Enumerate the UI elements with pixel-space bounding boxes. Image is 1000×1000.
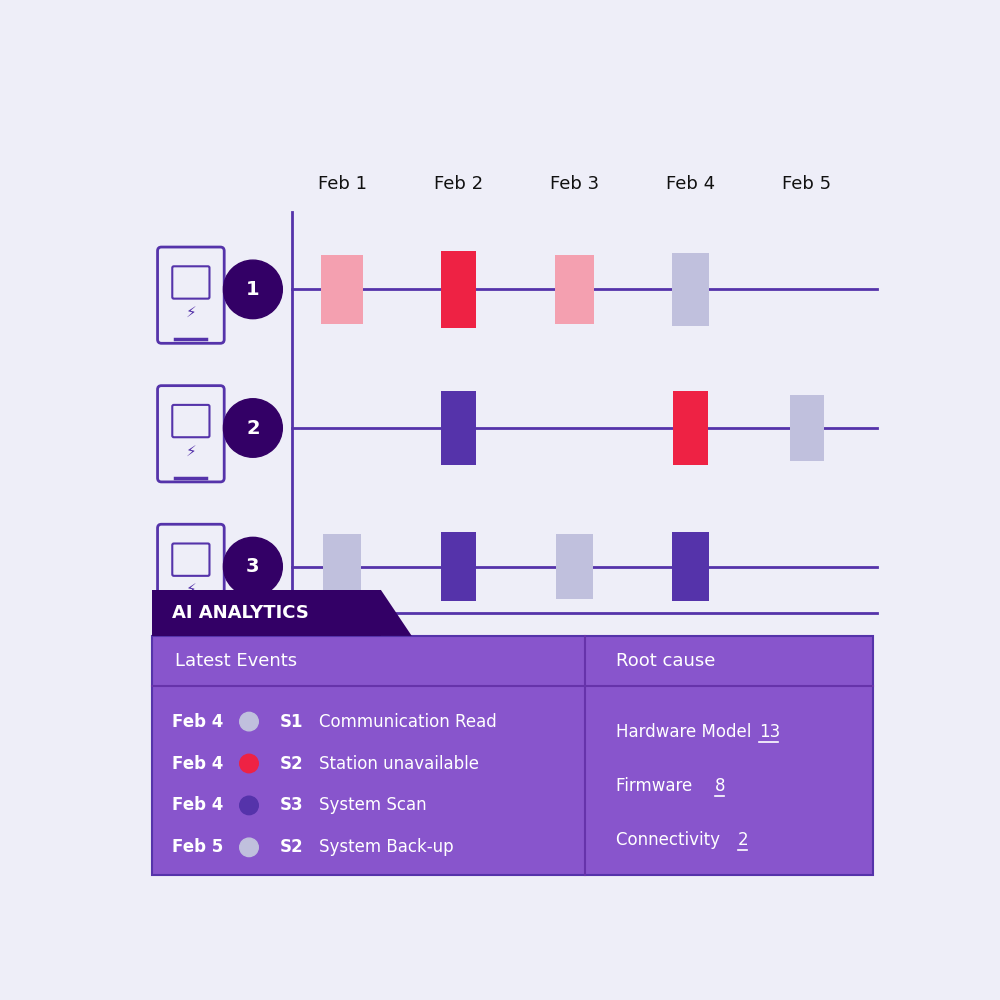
- FancyBboxPatch shape: [441, 251, 476, 328]
- Text: ⚡: ⚡: [186, 582, 196, 597]
- Text: 2: 2: [246, 418, 260, 438]
- FancyBboxPatch shape: [556, 534, 593, 599]
- Text: ⚡: ⚡: [186, 305, 196, 320]
- Polygon shape: [381, 590, 412, 636]
- Text: 1: 1: [246, 280, 260, 299]
- Circle shape: [223, 260, 282, 319]
- FancyBboxPatch shape: [672, 253, 709, 326]
- FancyBboxPatch shape: [441, 532, 476, 601]
- Circle shape: [240, 796, 258, 815]
- Text: Station unavailable: Station unavailable: [319, 755, 479, 773]
- FancyBboxPatch shape: [790, 395, 824, 461]
- FancyBboxPatch shape: [152, 590, 381, 636]
- Text: Feb 4: Feb 4: [666, 175, 715, 193]
- Text: Root cause: Root cause: [616, 652, 715, 670]
- FancyBboxPatch shape: [441, 391, 476, 465]
- Circle shape: [223, 399, 282, 457]
- Text: 2: 2: [738, 831, 749, 849]
- Text: Feb 4: Feb 4: [172, 713, 223, 731]
- Text: S2: S2: [280, 755, 304, 773]
- Circle shape: [223, 537, 282, 596]
- Circle shape: [240, 838, 258, 857]
- Text: Connectivity: Connectivity: [616, 831, 725, 849]
- Text: Feb 1: Feb 1: [318, 175, 366, 193]
- Circle shape: [240, 754, 258, 773]
- Text: System Scan: System Scan: [319, 796, 426, 814]
- Text: Feb 4: Feb 4: [172, 755, 223, 773]
- FancyBboxPatch shape: [152, 636, 873, 875]
- FancyBboxPatch shape: [321, 255, 363, 324]
- FancyBboxPatch shape: [673, 391, 708, 465]
- Text: Hardware Model: Hardware Model: [616, 723, 756, 741]
- FancyBboxPatch shape: [672, 532, 709, 601]
- Text: S3: S3: [280, 796, 304, 814]
- Text: Latest Events: Latest Events: [175, 652, 298, 670]
- Text: ⚡: ⚡: [186, 444, 196, 459]
- Text: Feb 2: Feb 2: [434, 175, 483, 193]
- Text: 13: 13: [759, 723, 780, 741]
- Text: Feb 3: Feb 3: [550, 175, 599, 193]
- Text: Firmware: Firmware: [616, 777, 697, 795]
- Text: Communication Read: Communication Read: [319, 713, 496, 731]
- Text: S1: S1: [280, 713, 304, 731]
- Text: S2: S2: [280, 838, 304, 856]
- Text: System Back-up: System Back-up: [319, 838, 453, 856]
- Text: 8: 8: [715, 777, 725, 795]
- FancyBboxPatch shape: [555, 255, 594, 324]
- Text: Feb 4: Feb 4: [172, 796, 223, 814]
- Text: 3: 3: [246, 557, 260, 576]
- Text: Feb 5: Feb 5: [782, 175, 832, 193]
- Circle shape: [240, 712, 258, 731]
- FancyBboxPatch shape: [323, 534, 361, 599]
- Text: Feb 5: Feb 5: [172, 838, 223, 856]
- Text: AI ANALYTICS: AI ANALYTICS: [172, 604, 308, 622]
